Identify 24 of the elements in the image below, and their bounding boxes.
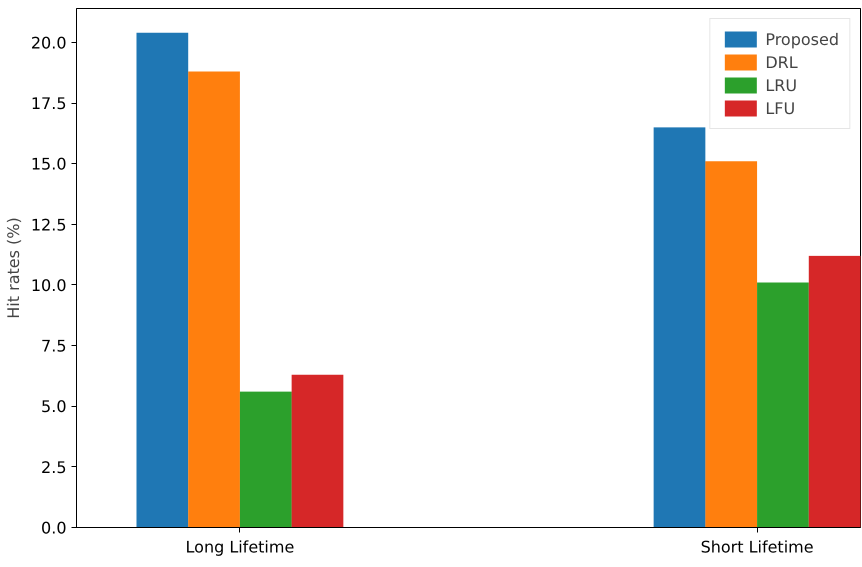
y-tick-label: 0.0: [41, 518, 67, 538]
y-tick-label: 12.5: [30, 215, 66, 234]
legend-label: LRU: [765, 76, 798, 94]
y-tick-label: 17.5: [30, 94, 66, 114]
bar: [136, 32, 188, 528]
bar: [757, 282, 809, 528]
bar: [292, 374, 344, 528]
y-axis-title: Hit rates (%): [4, 217, 23, 319]
y-tick-label: 10.0: [30, 276, 66, 295]
y-tick-label: 20.0: [30, 33, 66, 52]
legend-label: LFU: [765, 98, 796, 118]
bar: [240, 392, 292, 528]
y-tick-label: 7.5: [41, 336, 67, 356]
legend-label: Proposed: [765, 30, 839, 48]
y-tick-label: 15.0: [30, 154, 66, 174]
y-tick-label: 2.5: [41, 458, 67, 477]
legend-label: DRL: [765, 52, 798, 72]
bar: [654, 127, 706, 528]
x-tick-label: Long Lifetime: [186, 538, 294, 556]
x-tick-label: Short Lifetime: [700, 538, 814, 556]
bar: [808, 256, 860, 528]
y-tick-label: 5.0: [41, 397, 67, 416]
bar: [705, 161, 758, 528]
bar: [188, 72, 240, 528]
